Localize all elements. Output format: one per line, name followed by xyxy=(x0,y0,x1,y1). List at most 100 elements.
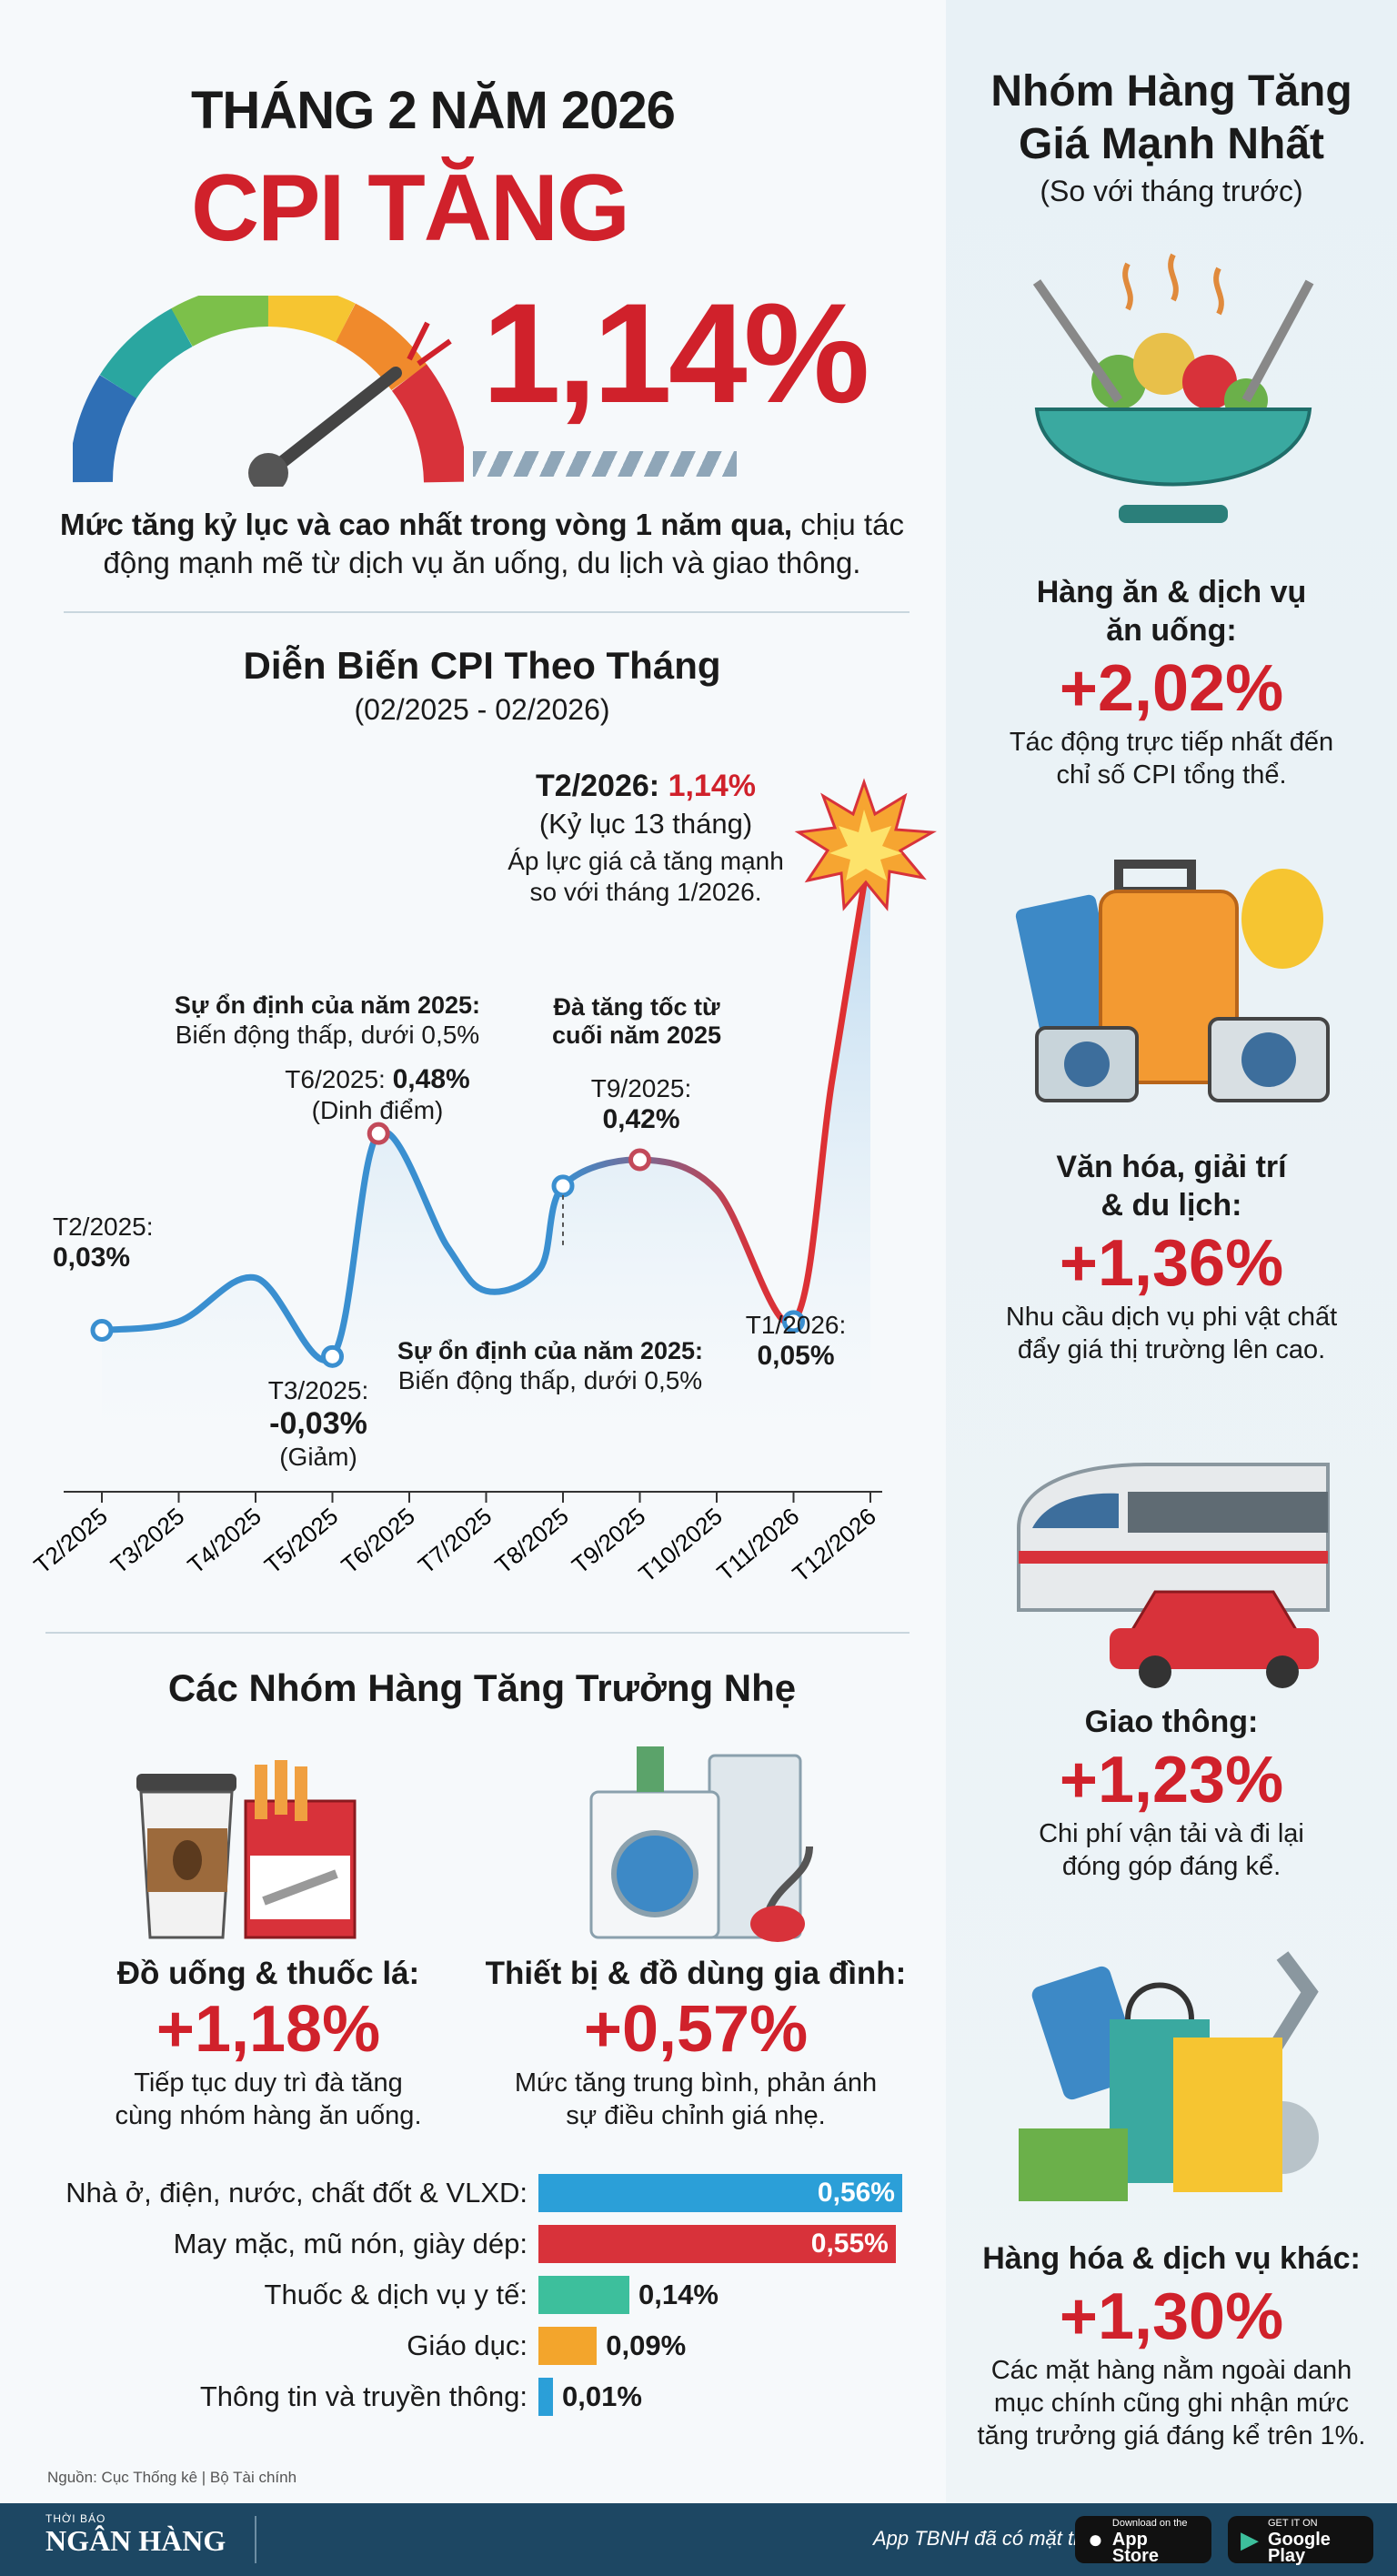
bar: 0,56% xyxy=(538,2174,902,2212)
ann-value: -0,03% xyxy=(269,1406,367,1441)
item-desc1: Tác động trực tiếp nhất đến xyxy=(1009,728,1334,757)
chart-ticks: T2/2025T3/2025T4/2025T5/2025T6/2025T7/20… xyxy=(28,1492,881,1588)
bar-row: Thông tin và truyền thông: 0,01% xyxy=(36,2378,928,2416)
x-tick-label: T7/2025 xyxy=(413,1503,497,1579)
train-car-icon xyxy=(1017,1463,1330,1688)
moderate-title: Các Nhóm Hàng Tăng Trưởng Nhẹ xyxy=(167,1666,797,1709)
x-tick-label: T8/2025 xyxy=(489,1503,573,1579)
item-name-line2: & du lịch: xyxy=(1101,1188,1242,1223)
data-point xyxy=(321,1344,344,1368)
item-name: Đồ uống & thuốc lá: xyxy=(116,1956,420,1991)
item-desc2: cùng nhóm hàng ăn uống. xyxy=(115,2101,422,2130)
data-point xyxy=(782,1310,805,1333)
bar: 0,55% xyxy=(538,2225,896,2263)
ann-note: (Giảm) xyxy=(279,1443,357,1471)
google-play-button[interactable]: ▶ GET IT ON Google Play xyxy=(1228,2516,1373,2566)
chart-points xyxy=(90,833,882,1368)
gauge-icon xyxy=(73,296,464,487)
apple-icon: ● xyxy=(1088,2525,1103,2553)
item-pct: +1,36% xyxy=(1059,1227,1284,1300)
speed-stripes xyxy=(473,451,737,477)
data-point xyxy=(551,1174,575,1198)
header-description: Mức tăng kỷ lục và cao nhất trong vòng 1… xyxy=(55,506,910,582)
moderate-item-drinks: Đồ uống & thuốc lá: +1,18% Tiếp tục duy … xyxy=(100,1956,437,2132)
app-text: App TBNH đã có mặt trên xyxy=(873,2527,1102,2550)
main-title: THÁNG 2 NĂM 2026 xyxy=(191,81,676,140)
ann-label: T2/2025: xyxy=(53,1213,154,1241)
ann-t9-2025: T9/2025: 0,42% xyxy=(564,1073,719,1135)
bar-label: May mặc, mũ nón, giày dép: xyxy=(173,2228,528,2259)
footer-divider xyxy=(255,2516,256,2563)
play-icon: ▶ xyxy=(1241,2525,1259,2553)
brand-name: NGÂN HÀNG xyxy=(45,2524,226,2557)
bar-value: 0,01% xyxy=(562,2380,642,2412)
item-desc2: đẩy giá thị trường lên cao. xyxy=(1017,1335,1326,1364)
divider xyxy=(45,1632,910,1634)
item-name: Thiết bị & đồ dùng gia đình: xyxy=(485,1956,907,1991)
coffee-cigarettes-icon xyxy=(136,1760,357,1939)
bar-label: Nhà ở, điện, nước, chất đốt & VLXD: xyxy=(65,2177,528,2209)
food-bowl-icon xyxy=(1032,253,1314,523)
item-pct: +1,23% xyxy=(1059,1744,1284,1816)
bar-label: Thông tin và truyền thông: xyxy=(199,2380,528,2412)
ann-label: T9/2025: xyxy=(590,1074,692,1102)
right-subtitle: (So với tháng trước) xyxy=(1040,175,1303,207)
x-tick-label: T10/2025 xyxy=(633,1503,727,1588)
ann-label: T3/2025: xyxy=(267,1376,369,1404)
cpi-value: 1,14% xyxy=(482,275,869,433)
bar-row: Thuốc & dịch vụ y tế: 0,14% xyxy=(36,2276,928,2314)
item-desc1: Chi phí vận tải và đi lại xyxy=(1039,1819,1304,1848)
moderate-item-appliances: Thiết bị & đồ dùng gia đình: +0,57% Mức … xyxy=(473,1956,919,2132)
shopping-bags-icon xyxy=(1019,1951,1319,2201)
note-text: cuối năm 2025 xyxy=(551,1021,722,1049)
appstore-small: Download on the xyxy=(1111,2518,1188,2529)
footer: THỜI BÁO NGÂN HÀNG App TBNH đã có mặt tr… xyxy=(0,2503,1397,2576)
item-desc2: chỉ số CPI tổng thể. xyxy=(1056,760,1287,790)
right-title-line2: Giá Mạnh Nhất xyxy=(1018,120,1325,168)
note-stable-2: Sự ổn định của năm 2025: Biến động thấp,… xyxy=(382,1337,719,1396)
item-desc1: Tiếp tục duy trì đà tăng xyxy=(134,2068,403,2098)
ann-label: T2/2026: xyxy=(536,769,660,803)
ann-extra1: Áp lực giá cả tăng mạnh xyxy=(508,847,784,875)
item-name-line1: Văn hóa, giải trí xyxy=(1056,1150,1287,1184)
item-pct: +1,30% xyxy=(1059,2280,1284,2353)
note-title: Sự ổn định của năm 2025: xyxy=(174,991,481,1019)
chart-subtitle: (02/2025 - 02/2026) xyxy=(354,693,610,726)
x-tick-label: T5/2025 xyxy=(259,1503,343,1579)
ann-note: (Kỷ lục 13 tháng) xyxy=(538,808,753,840)
ann-t6-2025: T6/2025: 0,48% (Dinh điểm) xyxy=(246,1064,509,1126)
data-point xyxy=(628,1148,651,1172)
data-point xyxy=(90,1319,114,1342)
right-title: Nhóm Hàng Tăng Giá Mạnh Nhất xyxy=(946,65,1397,171)
note-text: Biến động thấp, dưới 0,5% xyxy=(175,1021,480,1049)
item-desc2: mục chính cũng ghi nhận mức xyxy=(993,2389,1350,2418)
bar-row: May mặc, mũ nón, giày dép: 0,55% xyxy=(36,2225,928,2263)
cpi-label: CPI TĂNG xyxy=(191,156,630,261)
spark-icon xyxy=(407,321,452,367)
item-pct: +2,02% xyxy=(1059,652,1284,725)
item-name-line1: Hàng ăn & dịch vụ xyxy=(1036,575,1307,609)
source-note: Nguồn: Cục Thống kê | Bộ Tài chính xyxy=(47,2469,297,2486)
ann-value: 1,14% xyxy=(668,769,756,803)
bar-value: 0,14% xyxy=(638,2279,719,2310)
ann-t1-2026: T1/2026: 0,05% xyxy=(728,1310,864,1372)
item-desc1: Các mặt hàng nằm ngoài danh xyxy=(990,2356,1352,2385)
ann-value: 0,48% xyxy=(392,1064,470,1094)
ann-label: T6/2025: xyxy=(285,1065,386,1093)
bar-label: Thuốc & dịch vụ y tế: xyxy=(264,2279,528,2310)
x-tick-label: T6/2025 xyxy=(336,1503,419,1579)
bar-label: Giáo dục: xyxy=(407,2329,528,2361)
ann-value: 0,42% xyxy=(602,1104,680,1134)
right-item-food: Hàng ăn & dịch vụ ăn uống: +2,02% Tác độ… xyxy=(946,573,1397,791)
item-pct: +0,57% xyxy=(583,1993,809,2066)
bar xyxy=(538,2276,629,2314)
ann-note: (Dinh điểm) xyxy=(311,1096,444,1124)
gplay-label: Google Play xyxy=(1268,2530,1331,2566)
app-store-button[interactable]: ● Download on the App Store xyxy=(1075,2516,1211,2565)
cpi-line-chart: T2/2025T3/2025T4/2025T5/2025T6/2025T7/20… xyxy=(28,778,937,1588)
item-desc1: Nhu cầu dịch vụ phi vật chất xyxy=(1005,1303,1338,1332)
series-line xyxy=(101,844,874,1363)
chart-title: Diễn Biến CPI Theo Tháng xyxy=(243,644,721,687)
x-tick-label: T2/2025 xyxy=(28,1503,112,1579)
item-desc1: Mức tăng trung bình, phản ánh xyxy=(514,2068,878,2098)
